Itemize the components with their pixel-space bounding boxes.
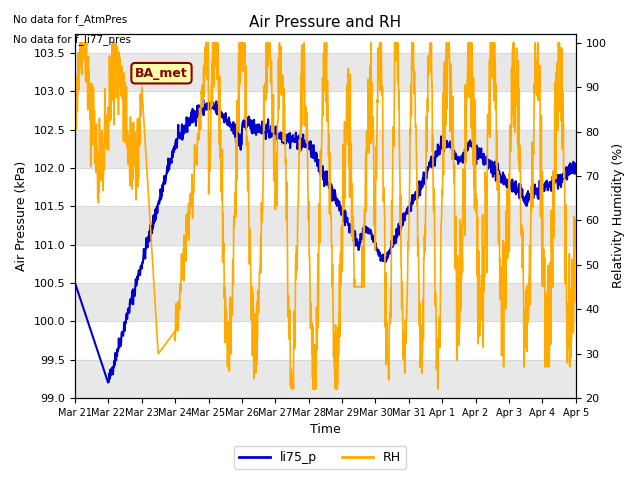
Legend: li75_p, RH: li75_p, RH — [234, 446, 406, 469]
Bar — [75, 360, 576, 398]
Bar — [75, 206, 576, 245]
Text: No data for f_AtmPres: No data for f_AtmPres — [13, 14, 127, 25]
Title: Air Pressure and RH: Air Pressure and RH — [250, 15, 401, 30]
Y-axis label: Air Pressure (kPa): Air Pressure (kPa) — [15, 161, 28, 271]
X-axis label: Time: Time — [310, 423, 340, 436]
Text: No data for f_li77_pres: No data for f_li77_pres — [13, 34, 131, 45]
Bar — [75, 283, 576, 321]
Bar — [75, 130, 576, 168]
Text: BA_met: BA_met — [135, 67, 188, 80]
Bar — [75, 53, 576, 91]
Y-axis label: Relativity Humidity (%): Relativity Humidity (%) — [612, 144, 625, 288]
